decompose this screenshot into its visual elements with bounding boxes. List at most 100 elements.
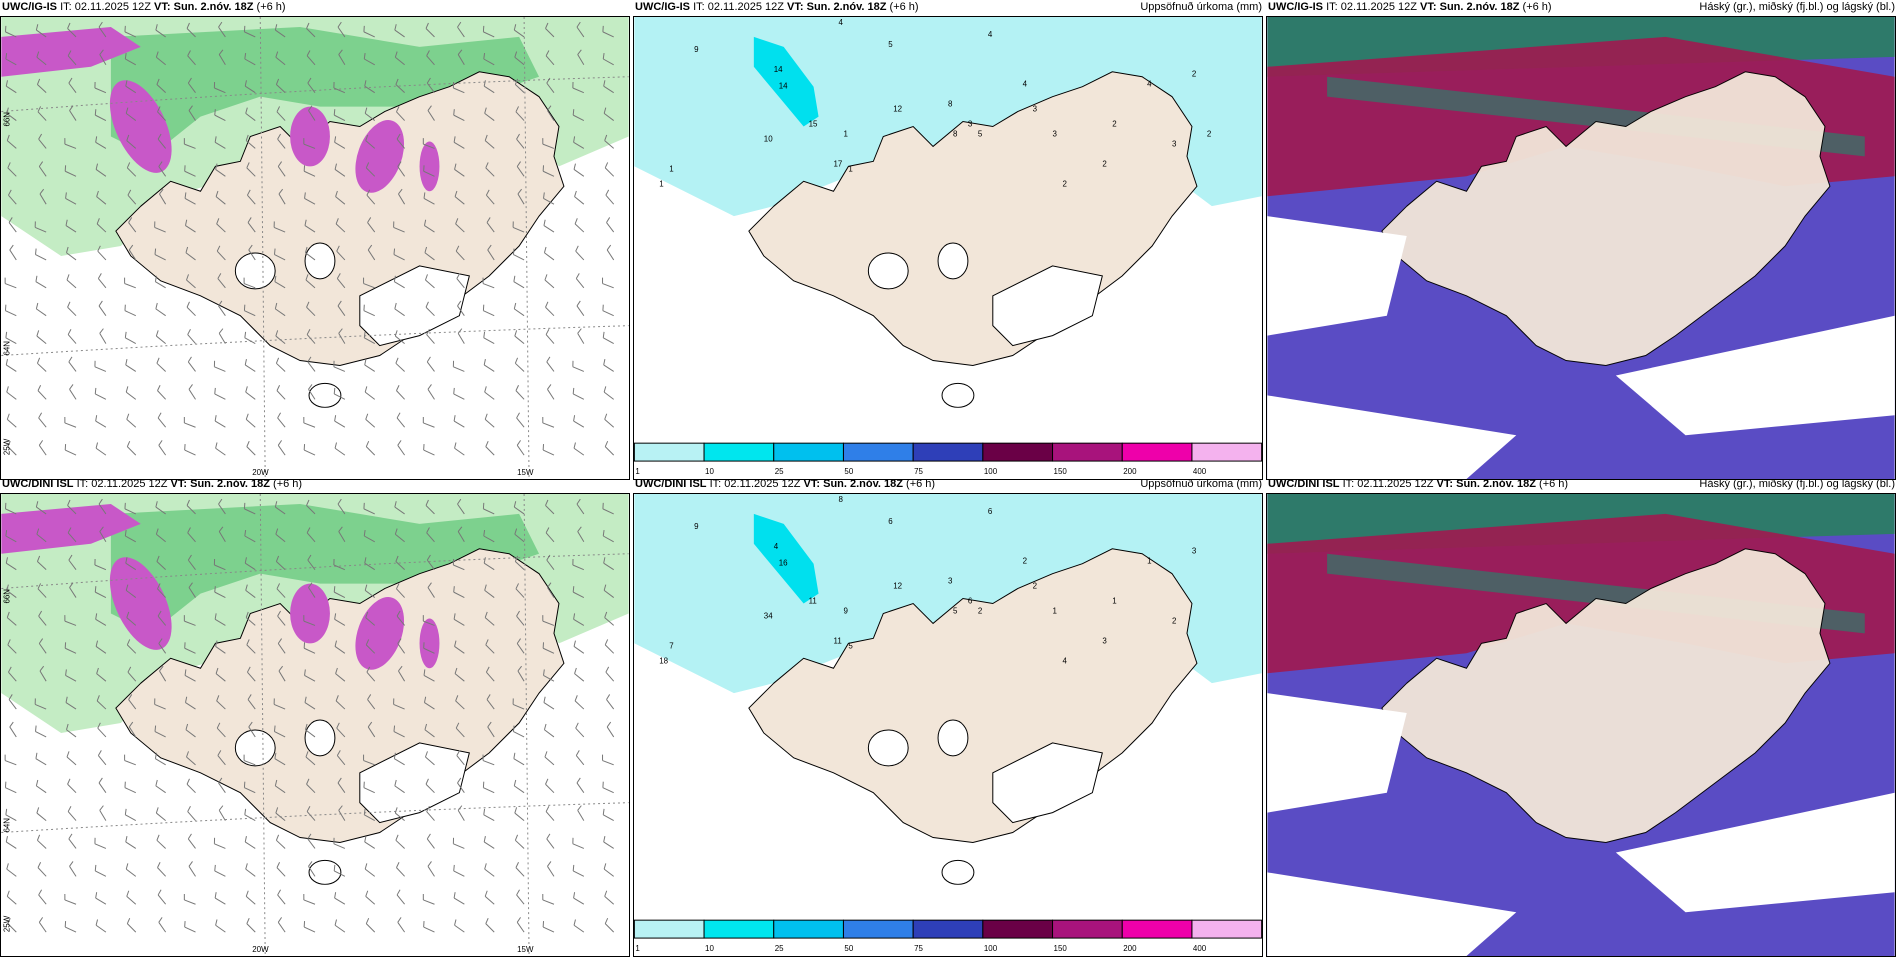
precip-value: 4 <box>1147 80 1152 89</box>
colorbar-segment <box>704 443 774 461</box>
lead-time: (+6 h) <box>257 1 286 13</box>
colorbar-segment <box>1053 920 1123 938</box>
colorbar-tick: 25 <box>775 944 784 953</box>
colorbar-tick: 1 <box>635 944 640 953</box>
init-time: IT: 02.11.2025 12Z <box>1326 1 1420 13</box>
colorbar-segment <box>983 443 1053 461</box>
colorbar-segment <box>774 443 844 461</box>
colorbar-tick: 150 <box>1054 467 1068 476</box>
lat-label-66n: 66N <box>2 589 11 604</box>
precip-value: 9 <box>843 606 848 615</box>
init-time: IT: 02.11.2025 12Z <box>693 1 787 13</box>
precip-value: 4 <box>1023 80 1028 89</box>
precip-value: 11 <box>809 597 818 606</box>
model-name: UWC/DINI ISL <box>635 478 707 490</box>
colorbar-tick: 150 <box>1054 944 1068 953</box>
precip-value: 3 <box>1172 139 1177 148</box>
panel-title: UWC/DINI ISL IT: 02.11.2025 12Z VT: Sun.… <box>634 477 1264 493</box>
precip-value: 2 <box>1063 179 1068 188</box>
colorbar-segment <box>843 920 913 938</box>
model-name: UWC/IG-IS <box>2 1 57 13</box>
precip-value: 16 <box>779 559 788 568</box>
cloud-cover-map-row1: UWC/IG-IS IT: 02.11.2025 12Z VT: Sun. 2.… <box>1266 16 1896 480</box>
precip-value: 10 <box>764 134 773 143</box>
precip-value: 9 <box>694 45 699 54</box>
cloud-cover-map-row2: UWC/DINI ISL IT: 02.11.2025 12Z VT: Sun.… <box>1266 493 1896 957</box>
precip-value: 2 <box>1172 616 1177 625</box>
valid-time: VT: Sun. 2.nóv. 18Z <box>154 1 253 13</box>
panel-title: UWC/IG-IS IT: 02.11.2025 12Z VT: Sun. 2.… <box>1267 0 1897 16</box>
colorbar-tick: 50 <box>844 467 853 476</box>
init-time: IT: 02.11.2025 12Z <box>60 1 154 13</box>
precip-value: 12 <box>893 582 902 591</box>
valid-time: VT: Sun. 2.nóv. 18Z <box>1420 1 1519 13</box>
colorbar-segment <box>634 443 704 461</box>
valid-time: VT: Sun. 2.nóv. 18Z <box>1437 478 1536 490</box>
precip-value: 2 <box>1102 159 1107 168</box>
model-name: UWC/DINI ISL <box>1268 478 1340 490</box>
precip-value: 1 <box>848 164 853 173</box>
precip-value: 34 <box>764 611 773 620</box>
precip-value: 2 <box>1023 557 1028 566</box>
colorbar-tick: 50 <box>844 944 853 953</box>
colorbar-tick: 25 <box>775 467 784 476</box>
panel-title: UWC/DINI ISL IT: 02.11.2025 12Z VT: Sun.… <box>1 477 631 493</box>
lat-label-64n: 64N <box>2 818 11 833</box>
colorbar-segment <box>983 920 1053 938</box>
precip-value: 14 <box>779 82 788 91</box>
precip-value: 3 <box>1053 129 1058 138</box>
precip-value: 3 <box>1102 636 1107 645</box>
precip-accum-map-row2: UWC/DINI ISL IT: 02.11.2025 12Z VT: Sun.… <box>633 493 1263 957</box>
precip-value: 4 <box>1063 656 1068 665</box>
precip-value: 1 <box>1112 597 1117 606</box>
model-name: UWC/IG-IS <box>635 1 690 13</box>
lead-time: (+6 h) <box>1539 478 1568 490</box>
init-time: IT: 02.11.2025 12Z <box>1343 478 1437 490</box>
precip-value: 4 <box>838 18 843 27</box>
colorbar-segment <box>634 920 704 938</box>
precip-value: 4 <box>988 30 993 39</box>
colorbar-tick: 75 <box>914 467 923 476</box>
precip-value: 1 <box>669 164 674 173</box>
precip-value: 12 <box>893 105 902 114</box>
field-title: Uppsöfnuð úrkoma (mm) <box>1140 1 1262 13</box>
colorbar-tick: 1 <box>635 467 640 476</box>
colorbar-segment <box>1192 443 1262 461</box>
lead-time: (+6 h) <box>890 1 919 13</box>
precip-value: 1 <box>1147 557 1152 566</box>
field-title: Háský (gr.), miðský (fj.bl.) og lágský (… <box>1699 1 1895 13</box>
field-title: Uppsöfnuð úrkoma (mm) <box>1140 478 1262 490</box>
precip-value: 5 <box>953 606 958 615</box>
precip-value: 18 <box>659 656 668 665</box>
lon-label-25w: 25W <box>2 438 11 455</box>
panel-title: UWC/IG-IS IT: 02.11.2025 12Z VT: Sun. 2.… <box>1 0 631 16</box>
colorbar-tick: 100 <box>984 467 998 476</box>
colorbar-tick: 75 <box>914 944 923 953</box>
panel-title: UWC/DINI ISL IT: 02.11.2025 12Z VT: Sun.… <box>1267 477 1897 493</box>
model-name: UWC/DINI ISL <box>2 478 74 490</box>
colorbar-segment <box>704 920 774 938</box>
colorbar-segment <box>1053 443 1123 461</box>
precip-value: 8 <box>948 100 953 109</box>
precip-value: 1 <box>1053 606 1058 615</box>
precip-value: 5 <box>848 641 853 650</box>
precip-value: 2 <box>978 606 983 615</box>
precip-value: 11 <box>833 636 842 645</box>
colorbar-tick: 400 <box>1193 944 1207 953</box>
colorbar-segment <box>913 920 983 938</box>
colorbar-segment <box>774 920 844 938</box>
precip-value: 4 <box>774 542 779 551</box>
precip-value: 7 <box>669 641 674 650</box>
wind-precip-map-row1: UWC/IG-IS IT: 02.11.2025 12Z VT: Sun. 2.… <box>0 16 630 480</box>
model-name: UWC/IG-IS <box>1268 1 1323 13</box>
colorbar-segment <box>1122 920 1192 938</box>
precip-value: 6 <box>888 517 893 526</box>
precip-value: 6 <box>968 597 973 606</box>
precip-value: 6 <box>988 507 993 516</box>
map-canvas <box>1267 494 1895 956</box>
lat-label-66n: 66N <box>2 112 11 127</box>
precip-value: 17 <box>833 159 842 168</box>
